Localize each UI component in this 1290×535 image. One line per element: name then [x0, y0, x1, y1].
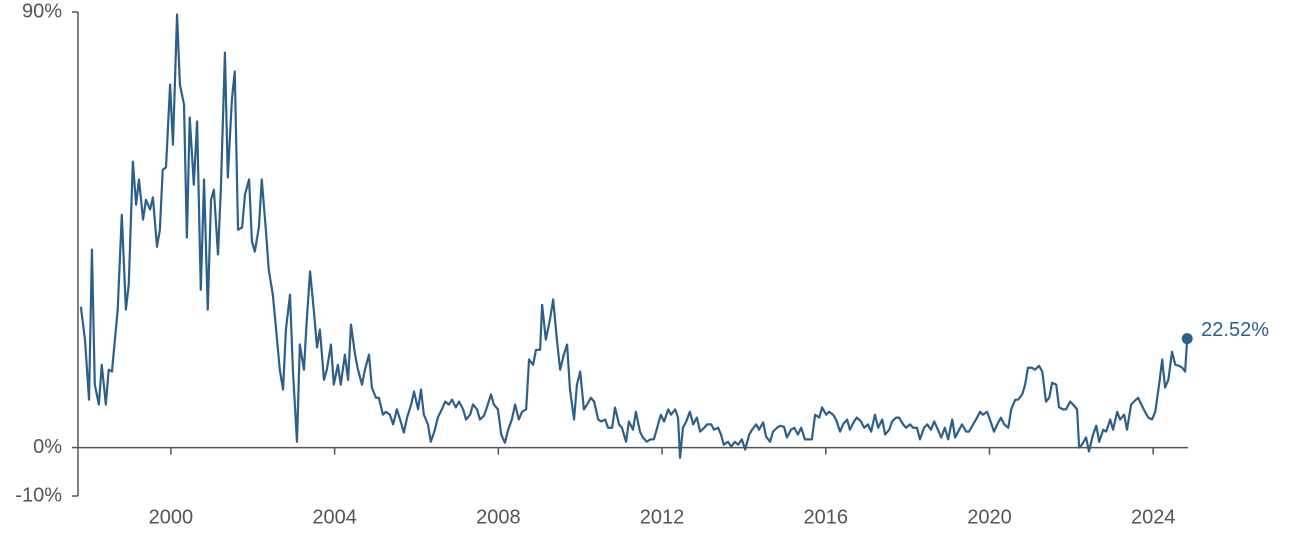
y-tick-label: -10% — [15, 484, 62, 506]
x-tick-label: 2016 — [804, 506, 849, 528]
end-point — [1181, 333, 1193, 345]
x-tick-label: 2012 — [640, 506, 685, 528]
y-tick-label: 0% — [33, 436, 62, 458]
x-tick-label: 2000 — [149, 506, 194, 528]
y-tick-label: 90% — [22, 0, 62, 22]
x-tick-label: 2004 — [312, 506, 357, 528]
line — [79, 13, 1189, 459]
x-tick-label: 2008 — [476, 506, 521, 528]
end-label: 22.52% — [1201, 319, 1269, 341]
x-tick-label: 2024 — [1131, 506, 1176, 528]
x-tick-label: 2020 — [967, 506, 1012, 528]
